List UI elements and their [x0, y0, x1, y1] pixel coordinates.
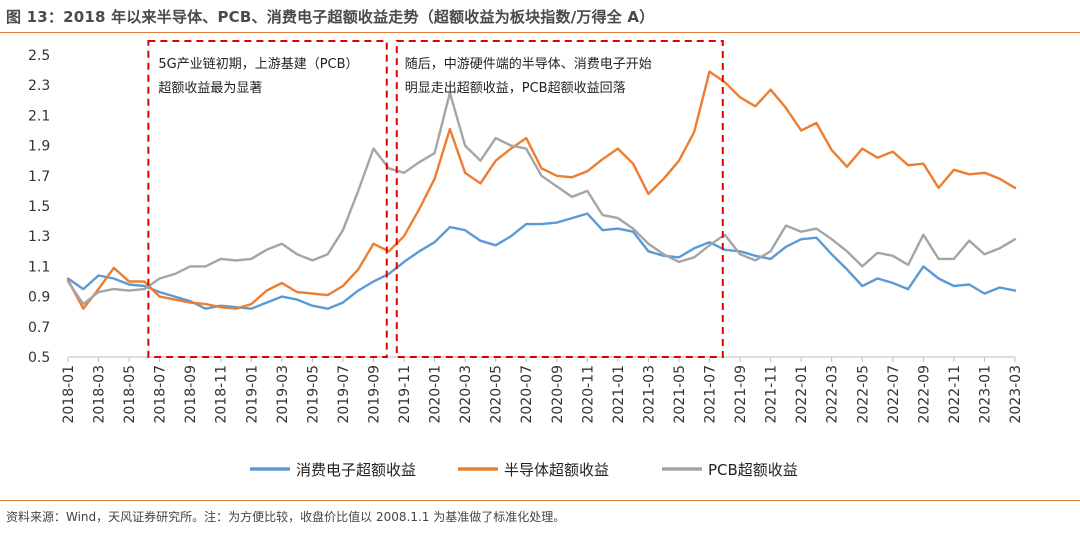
x-tick-label: 2022-07 — [886, 365, 902, 424]
x-tick-label: 2020-03 — [458, 365, 474, 424]
y-tick-label: 0.7 — [28, 320, 50, 336]
y-tick-label: 0.5 — [28, 350, 50, 366]
x-tick-label: 2019-05 — [305, 365, 321, 424]
x-tick-label: 2018-05 — [122, 365, 138, 424]
y-tick-label: 1.1 — [28, 259, 50, 275]
x-tick-label: 2021-03 — [641, 365, 657, 424]
x-tick-label: 2020-07 — [519, 365, 535, 424]
x-tick-label: 2021-05 — [672, 365, 688, 424]
y-tick-label: 2.5 — [28, 48, 50, 64]
legend-item: 半导体超额收益 — [458, 461, 609, 479]
figure-header: 图 13：2018 年以来半导体、PCB、消费电子超额收益走势（超额收益为板块指… — [0, 0, 1080, 34]
legend-label: PCB超额收益 — [708, 461, 798, 479]
annotation-text: 5G产业链初期，上游基建（PCB） — [158, 57, 358, 72]
y-tick-label: 1.5 — [28, 199, 50, 215]
x-tick-label: 2020-09 — [550, 365, 566, 424]
annotation-text: 随后，中游硬件端的半导体、消费电子开始 — [405, 56, 652, 72]
x-tick-label: 2022-09 — [916, 365, 932, 424]
chart-axes: 2.5 2.3 2.1 1.9 1.7 1.5 1.3 1.1 0.9 0.7 0.5 2018-01… — [28, 48, 1024, 424]
series-line — [66, 212, 1017, 310]
source-note: 资料来源：Wind，天风证券研究所。注：为方便比较，收盘价比值以 2008.1.… — [6, 510, 566, 524]
y-tick-label: 0.9 — [28, 290, 50, 306]
bottom-divider — [0, 500, 1080, 501]
series-line — [66, 70, 1017, 310]
line-chart: 2.5 2.3 2.1 1.9 1.7 1.5 1.3 1.1 0.9 0.7 0.5 2018-01… — [28, 40, 1024, 479]
y-tick-label: 1.3 — [28, 229, 50, 245]
series-line — [66, 91, 1017, 306]
x-tick-label: 2023-01 — [977, 365, 993, 424]
x-tick-label: 2022-11 — [947, 365, 963, 424]
x-tick-label: 2021-07 — [703, 365, 719, 424]
legend-item: 消费电子超额收益 — [250, 461, 416, 479]
x-tick-label: 2021-09 — [733, 365, 749, 424]
x-tick-label: 2023-03 — [1008, 365, 1024, 424]
x-tick-label: 2018-03 — [92, 365, 108, 424]
chart-title: 图 13：2018 年以来半导体、PCB、消费电子超额收益走势（超额收益为板块指… — [6, 8, 655, 26]
y-tick-label: 2.1 — [28, 108, 50, 124]
x-tick-label: 2022-03 — [825, 365, 841, 424]
x-tick-label: 2022-05 — [855, 365, 871, 424]
y-tick-label: 1.9 — [28, 139, 50, 155]
x-tick-label: 2018-09 — [183, 365, 199, 424]
x-tick-label: 2019-01 — [244, 365, 260, 424]
chart-series — [66, 70, 1017, 310]
x-tick-label: 2019-09 — [366, 365, 382, 424]
annotation-text: 明显走出超额收益，PCB超额收益回落 — [405, 81, 626, 96]
legend-item: PCB超额收益 — [662, 461, 798, 479]
x-tick-label: 2018-11 — [214, 365, 230, 424]
x-tick-label: 2021-11 — [764, 365, 780, 424]
chart-annotations: 5G产业链初期，上游基建（PCB） 超额收益最为显著 随后，中游硬件端的半导体、消费… — [147, 40, 724, 358]
x-tick-label: 2021-01 — [611, 365, 627, 424]
x-tick-label: 2019-11 — [397, 365, 413, 424]
x-tick-label: 2019-07 — [336, 365, 352, 424]
legend-label: 消费电子超额收益 — [296, 461, 416, 479]
annotation-box — [147, 40, 388, 358]
annotation-box — [395, 40, 724, 358]
annotation-text: 超额收益最为显著 — [158, 81, 262, 96]
x-tick-label: 2018-01 — [61, 365, 77, 424]
x-tick-label: 2018-07 — [153, 365, 169, 424]
y-tick-label: 1.7 — [28, 169, 50, 185]
chart-legend: 消费电子超额收益 半导体超额收益 PCB超额收益 — [250, 461, 798, 479]
x-tick-label: 2022-01 — [794, 365, 810, 424]
x-tick-label: 2020-05 — [489, 365, 505, 424]
y-tick-label: 2.3 — [28, 78, 50, 94]
top-divider — [0, 32, 1080, 33]
x-tick-label: 2020-11 — [580, 365, 596, 424]
x-tick-label: 2019-03 — [275, 365, 291, 424]
legend-label: 半导体超额收益 — [504, 461, 609, 479]
x-tick-label: 2020-01 — [428, 365, 444, 424]
